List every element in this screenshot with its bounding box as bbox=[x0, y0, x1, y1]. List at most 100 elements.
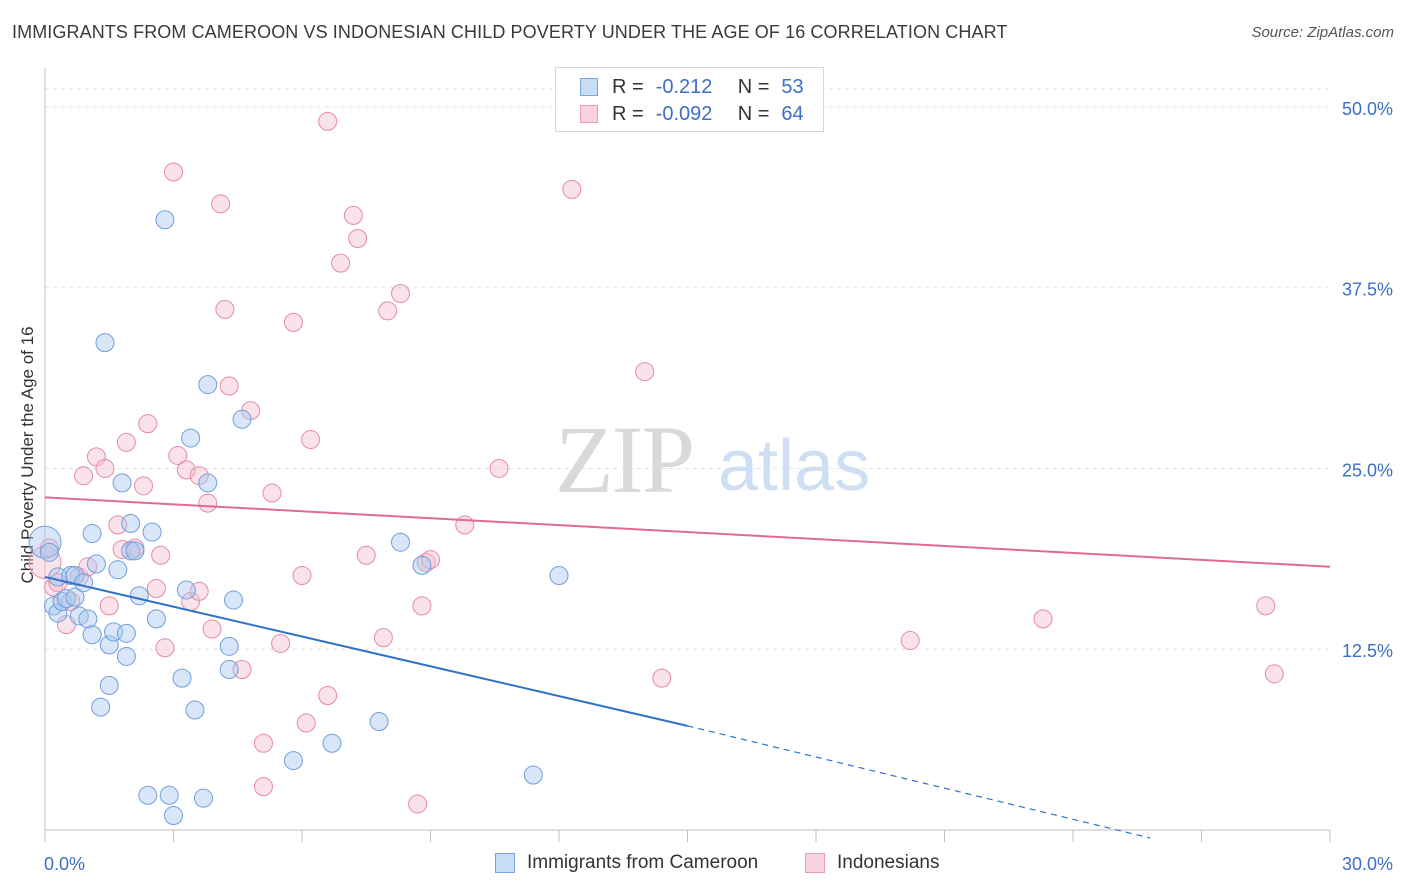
data-point bbox=[142, 522, 162, 542]
legend-swatch-indonesians bbox=[580, 105, 598, 123]
legend-n-label: N = bbox=[737, 102, 770, 125]
y-tick-label: 37.5% bbox=[1342, 280, 1393, 300]
data-point bbox=[138, 785, 158, 805]
data-point bbox=[82, 524, 102, 544]
chart-title: IMMIGRANTS FROM CAMEROON VS INDONESIAN C… bbox=[12, 22, 1008, 42]
data-point bbox=[198, 375, 218, 395]
data-point bbox=[301, 430, 321, 450]
legend-r-value: -0.212 bbox=[655, 75, 713, 98]
data-point bbox=[219, 376, 239, 396]
data-point bbox=[253, 777, 273, 797]
data-point bbox=[262, 483, 282, 503]
data-point bbox=[181, 428, 201, 448]
legend-r-value: -0.092 bbox=[655, 102, 713, 125]
points-indonesians bbox=[28, 111, 1284, 814]
data-point bbox=[116, 623, 136, 643]
data-point bbox=[283, 312, 303, 332]
data-point bbox=[28, 525, 62, 559]
watermark-zip: ZIP bbox=[555, 406, 693, 513]
trend-layer bbox=[44, 496, 1331, 839]
trend-line-indonesians bbox=[44, 496, 1331, 568]
data-point bbox=[215, 299, 235, 319]
y-tick-label: 50.0% bbox=[1342, 99, 1393, 119]
data-point bbox=[202, 619, 222, 639]
data-point bbox=[369, 712, 389, 732]
data-point bbox=[164, 162, 183, 182]
grid-layer bbox=[45, 88, 1330, 650]
data-point bbox=[283, 751, 303, 771]
data-point bbox=[138, 414, 158, 434]
data-point bbox=[172, 668, 192, 688]
data-point bbox=[99, 596, 119, 616]
data-point bbox=[86, 554, 106, 574]
data-point bbox=[318, 686, 338, 706]
data-point bbox=[211, 194, 231, 214]
legend-row-cameroon: R = -0.212 N = 53 bbox=[580, 74, 804, 100]
data-point bbox=[253, 733, 273, 753]
data-point bbox=[116, 432, 136, 452]
data-point bbox=[348, 229, 368, 249]
data-point bbox=[168, 445, 188, 465]
data-point bbox=[198, 493, 218, 513]
x-tick-label: 30.0% bbox=[1342, 854, 1393, 874]
series-legend-indonesians[interactable]: Indonesians bbox=[805, 852, 939, 874]
series-label-indonesians: Indonesians bbox=[837, 852, 940, 873]
data-point bbox=[1264, 664, 1284, 684]
data-point bbox=[331, 253, 351, 273]
data-point bbox=[271, 633, 291, 653]
y-tick-label: 12.5% bbox=[1342, 641, 1393, 661]
data-point bbox=[356, 545, 376, 565]
series-label-cameroon: Immigrants from Cameroon bbox=[527, 852, 759, 873]
data-point bbox=[99, 675, 119, 695]
data-point bbox=[176, 580, 196, 600]
data-point bbox=[146, 578, 166, 598]
data-point bbox=[1256, 596, 1276, 616]
data-point bbox=[318, 111, 338, 131]
source-label: Source: ZipAtlas.com bbox=[1251, 24, 1394, 41]
data-point bbox=[74, 466, 94, 486]
points-cameroon bbox=[28, 210, 569, 826]
data-point bbox=[48, 603, 68, 623]
correlation-legend: R = -0.212 N = 53 R = -0.092 N = 64 bbox=[555, 67, 824, 132]
data-point bbox=[198, 473, 218, 493]
series-swatch-cameroon bbox=[495, 853, 515, 873]
data-point bbox=[121, 513, 141, 533]
data-point bbox=[164, 806, 183, 826]
data-point bbox=[65, 587, 85, 607]
data-point bbox=[232, 409, 252, 429]
data-point bbox=[523, 765, 543, 785]
data-point bbox=[155, 210, 175, 230]
data-point bbox=[296, 713, 316, 733]
data-point bbox=[489, 458, 509, 478]
tick-labels: 12.5% 25.0% 37.5% 50.0% 0.0% 30.0% bbox=[44, 99, 1393, 874]
data-point bbox=[108, 560, 128, 580]
trend-line-cameroon bbox=[44, 575, 688, 727]
data-point bbox=[78, 609, 98, 629]
series-legend-cameroon[interactable]: Immigrants from Cameroon bbox=[495, 852, 758, 874]
trend-line-cameroon-extrapolated bbox=[687, 725, 1151, 839]
data-point bbox=[125, 541, 145, 561]
legend-n-value: 64 bbox=[781, 102, 804, 125]
data-point bbox=[39, 542, 59, 562]
series-swatch-indonesians bbox=[805, 853, 825, 873]
data-point bbox=[134, 476, 154, 496]
data-point bbox=[151, 545, 171, 565]
legend-n-label: N = bbox=[737, 75, 770, 98]
x-tick-label: 0.0% bbox=[44, 854, 85, 874]
data-point bbox=[635, 362, 655, 382]
data-point bbox=[549, 565, 569, 585]
legend-r-label: R = bbox=[612, 75, 644, 98]
legend-n-value: 53 bbox=[781, 75, 804, 98]
data-point bbox=[146, 609, 166, 629]
data-point bbox=[82, 625, 102, 645]
data-point bbox=[378, 301, 398, 321]
data-point bbox=[91, 697, 111, 717]
data-point bbox=[412, 596, 432, 616]
data-point bbox=[112, 473, 132, 493]
data-point bbox=[391, 283, 411, 303]
watermark-atlas: atlas bbox=[718, 426, 870, 506]
data-point bbox=[373, 628, 393, 648]
data-point bbox=[193, 788, 213, 808]
data-point bbox=[455, 515, 475, 535]
